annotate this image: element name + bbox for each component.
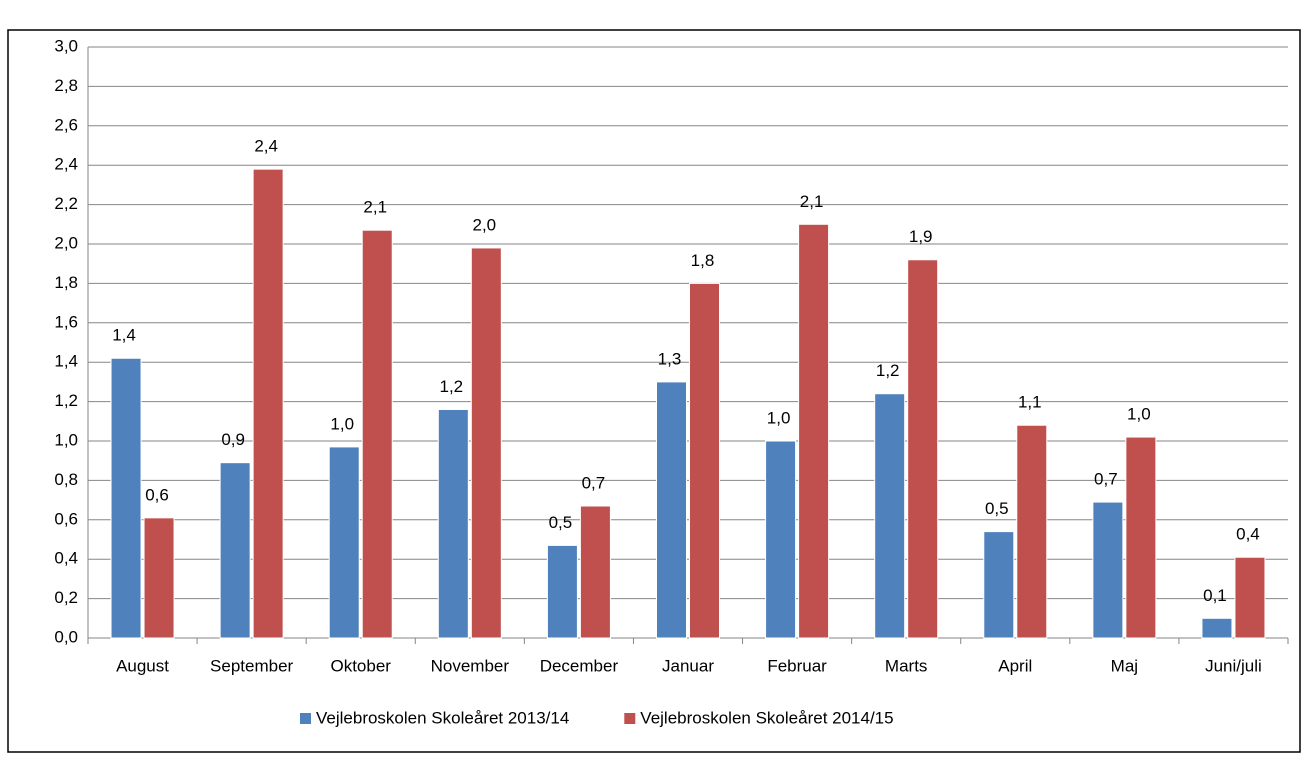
bar [874,393,906,639]
value-label: 0,9 [221,430,245,449]
x-tick-label: Oktober [330,656,391,675]
y-tick-label: 2,0 [54,233,78,252]
x-tick-label: August [116,656,169,675]
x-tick-label: September [210,656,293,675]
bar [252,168,284,639]
value-label: 0,5 [985,499,1009,518]
bar [1016,424,1048,639]
y-tick-label: 2,8 [54,76,78,95]
x-tick-label: Maj [1111,656,1138,675]
x-tick-label: Januar [662,656,714,675]
value-label: 0,1 [1203,586,1227,605]
y-tick-label: 0,4 [54,549,78,568]
y-tick-label: 1,6 [54,312,78,331]
value-label: 1,8 [691,251,715,270]
bar [361,229,393,639]
x-tick-label: April [998,656,1032,675]
value-label: 0,7 [1094,470,1118,489]
y-tick-label: 1,4 [54,352,78,371]
legend-swatch [624,713,636,724]
value-label: 1,4 [112,326,136,345]
value-label: 0,7 [582,473,606,492]
y-tick-label: 0,0 [54,627,78,646]
value-label: 1,0 [330,414,354,433]
x-tick-label: Februar [767,656,827,675]
value-label: 1,9 [909,227,933,246]
y-tick-label: 0,6 [54,509,78,528]
value-label: 2,1 [363,198,387,217]
y-tick-label: 3,0 [54,36,78,55]
bar [689,282,720,639]
y-tick-label: 1,2 [54,391,78,410]
value-label: 1,3 [658,349,682,368]
bar [219,462,251,639]
value-label: 2,1 [800,192,824,211]
value-label: 0,6 [145,485,169,504]
y-tick-label: 1,0 [54,430,78,449]
bar [437,408,469,639]
bar [1092,501,1124,639]
value-label: 2,0 [472,215,496,234]
bar [328,446,360,639]
bar [907,259,939,639]
bar [798,223,830,639]
bar [1234,556,1266,639]
y-tick-label: 2,2 [54,194,78,213]
value-label: 1,2 [876,361,900,380]
y-tick-label: 2,4 [54,155,78,174]
legend-label: Vejlebroskolen Skoleåret 2013/14 [316,708,569,727]
legend-swatch [300,713,311,724]
bar [983,531,1015,639]
y-tick-label: 0,2 [54,588,78,607]
value-label: 1,2 [439,377,463,396]
value-label: 1,0 [767,408,791,427]
y-tick-label: 2,6 [54,115,78,134]
x-tick-label: November [431,656,510,675]
bar [656,381,687,639]
bar [110,357,142,639]
value-label: 1,0 [1127,405,1151,424]
x-tick-label: Marts [885,656,928,675]
legend-label: Vejlebroskolen Skoleåret 2014/15 [640,708,893,727]
bar [1125,436,1157,639]
value-label: 0,4 [1236,525,1260,544]
value-label: 1,1 [1018,393,1042,412]
bar [1201,617,1233,639]
chart-border [7,29,1301,753]
x-tick-label: December [540,656,619,675]
bar [579,505,611,639]
bar [765,440,797,639]
value-label: 2,4 [254,137,278,156]
value-label: 0,5 [549,513,573,532]
y-tick-label: 1,8 [54,273,78,292]
x-tick-label: Juni/juli [1205,656,1262,675]
bar [470,247,502,639]
bar [143,517,175,639]
y-tick-label: 0,8 [54,470,78,489]
bar [546,544,578,639]
